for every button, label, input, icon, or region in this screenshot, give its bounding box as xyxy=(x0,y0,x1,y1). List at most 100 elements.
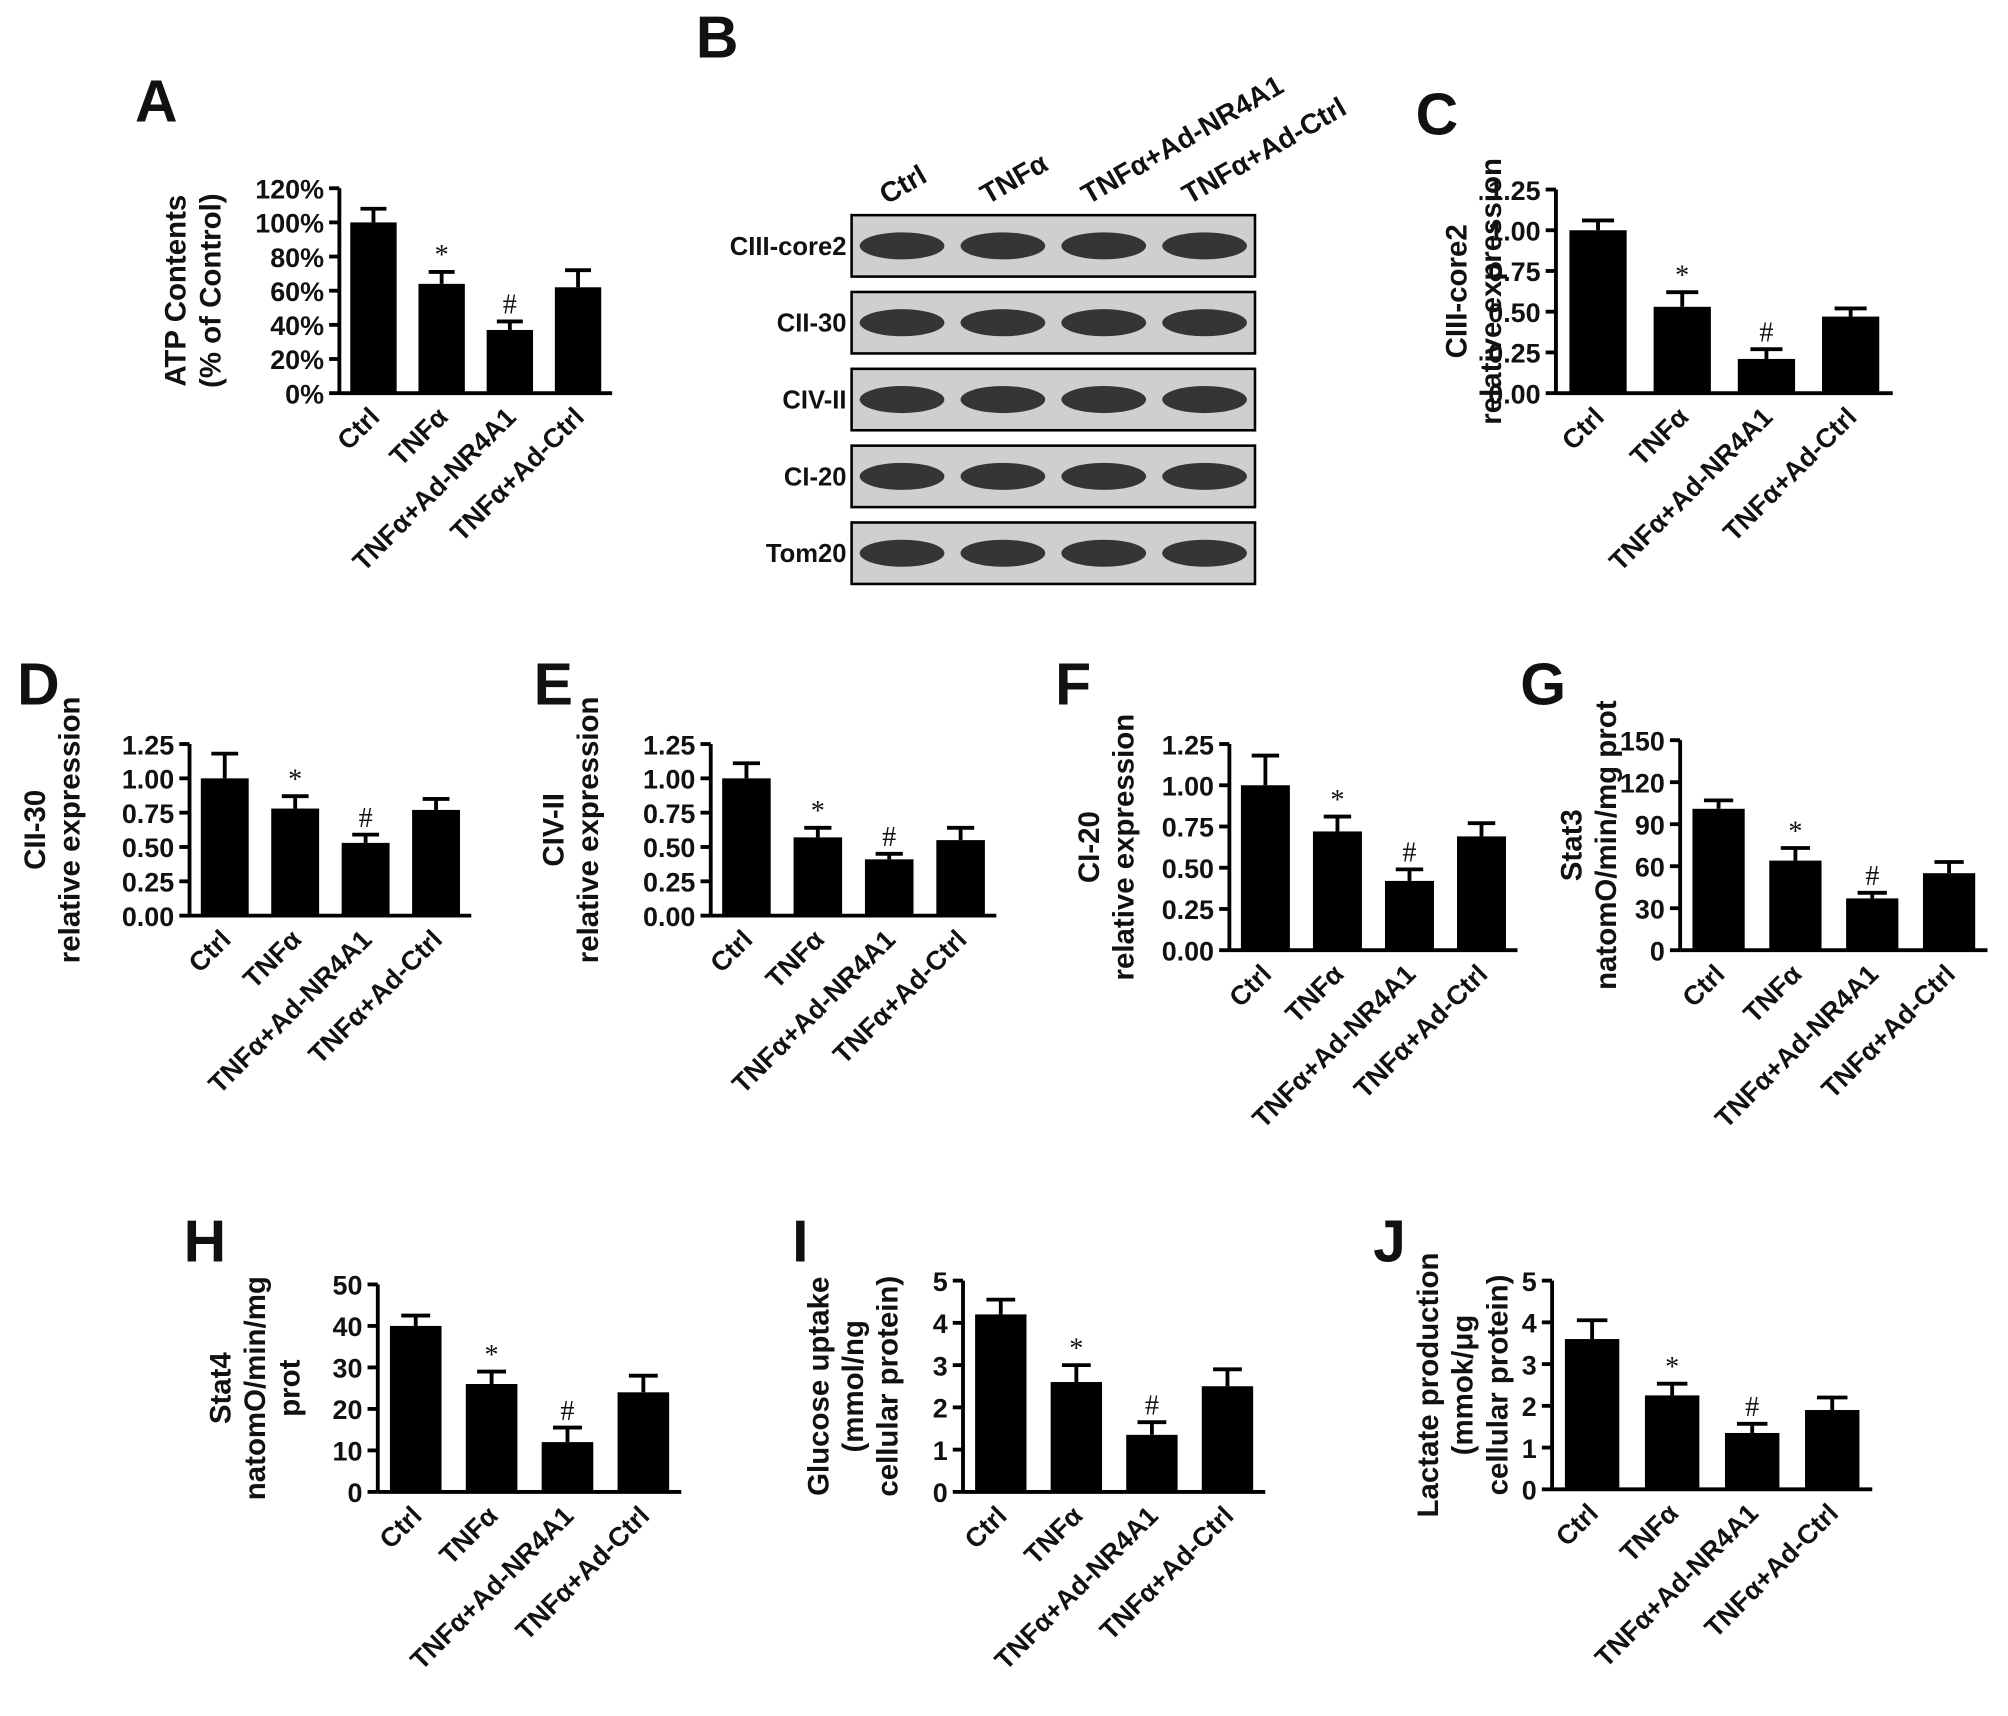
y-axis-title: natomO/min/mg xyxy=(239,1276,272,1500)
bar xyxy=(1846,898,1899,951)
blot-band xyxy=(1162,232,1247,260)
y-tick-label: 1.00 xyxy=(1488,216,1540,246)
y-tick-label: 100% xyxy=(255,209,324,239)
bar xyxy=(1312,831,1362,951)
x-tick-label: TNFα+Ad-Ctrl xyxy=(1816,959,1961,1104)
y-axis-title: CI-20 xyxy=(1073,811,1106,883)
blot-band xyxy=(1162,462,1247,490)
row-label: CII-30 xyxy=(777,310,847,338)
bar xyxy=(1922,873,1976,951)
blot-band xyxy=(859,462,945,490)
y-tick-label: 0.75 xyxy=(1488,257,1540,287)
blot-band xyxy=(859,309,945,337)
y-axis-title: (% of Control) xyxy=(194,193,227,388)
y-tick-label: 40 xyxy=(333,1312,363,1342)
blot-band xyxy=(1061,309,1147,337)
blot-band xyxy=(1162,539,1247,567)
significance-mark: # xyxy=(1145,1390,1159,1421)
bar xyxy=(1201,1386,1254,1492)
y-axis-title: cellular protein) xyxy=(872,1276,905,1497)
y-tick-label: 0.50 xyxy=(122,833,174,863)
x-tick-label: Ctrl xyxy=(704,924,758,978)
y-tick-label: 1.25 xyxy=(643,730,695,760)
y-tick-label: 0 xyxy=(347,1478,362,1508)
y-axis-title: Glucose uptake xyxy=(803,1277,836,1496)
y-axis-title: Stat4 xyxy=(205,1352,238,1425)
significance-mark: # xyxy=(560,1396,574,1427)
row-label: CIV-II xyxy=(782,387,846,415)
bar xyxy=(341,842,390,916)
bar xyxy=(554,287,602,394)
y-axis-title: CII-30 xyxy=(19,790,52,870)
y-tick-label: 120% xyxy=(255,174,324,204)
significance-mark: * xyxy=(1665,1352,1679,1383)
panel-letter: G xyxy=(1520,652,1566,717)
y-tick-label: 1.25 xyxy=(1488,176,1540,206)
bar xyxy=(617,1392,670,1492)
y-tick-label: 3 xyxy=(1522,1350,1537,1380)
y-tick-label: 0 xyxy=(933,1478,948,1508)
y-tick-label: 0 xyxy=(1522,1476,1537,1506)
y-tick-label: 1.00 xyxy=(122,765,174,795)
y-tick-label: 1 xyxy=(1522,1434,1537,1464)
y-tick-label: 2 xyxy=(933,1394,948,1424)
panel-letter: F xyxy=(1055,652,1091,717)
y-tick-label: 10 xyxy=(333,1437,363,1467)
significance-mark: * xyxy=(1330,785,1344,816)
significance-mark: # xyxy=(1745,1392,1759,1423)
y-axis-title: CIII-core2 xyxy=(1440,224,1473,358)
bar xyxy=(722,778,771,916)
blot-band xyxy=(1061,462,1147,490)
y-axis-title: prot xyxy=(274,1359,307,1416)
x-tick-label: Ctrl xyxy=(1550,1498,1604,1552)
y-tick-label: 4 xyxy=(1522,1309,1537,1339)
y-tick-label: 0.50 xyxy=(1162,854,1214,884)
blot-band xyxy=(859,539,945,567)
y-tick-label: 30 xyxy=(1635,894,1665,924)
panel-letter: D xyxy=(17,652,60,717)
bar xyxy=(1724,1432,1780,1490)
bar xyxy=(412,809,461,916)
bar xyxy=(1653,306,1711,394)
bar xyxy=(389,1325,442,1492)
y-tick-label: 1.00 xyxy=(643,765,695,795)
panel-letter: I xyxy=(792,1209,808,1274)
significance-mark: # xyxy=(503,290,517,321)
y-tick-label: 90 xyxy=(1635,810,1665,840)
y-tick-label: 5 xyxy=(1522,1267,1537,1297)
row-label: Tom20 xyxy=(766,540,847,568)
bar xyxy=(465,1384,518,1492)
lane-label: TNFα xyxy=(975,146,1054,210)
y-axis-title: relative expression xyxy=(1475,158,1508,425)
bar xyxy=(1822,316,1880,394)
y-tick-label: 0.50 xyxy=(643,833,695,863)
significance-mark: # xyxy=(1759,317,1773,348)
y-tick-label: 60% xyxy=(270,277,324,307)
y-tick-label: 20% xyxy=(270,345,324,375)
bar xyxy=(541,1442,594,1492)
x-tick-label: Ctrl xyxy=(1556,402,1610,456)
y-axis-title: relative expression xyxy=(1107,714,1140,981)
blot-band xyxy=(1061,232,1147,260)
y-tick-label: 80% xyxy=(270,243,324,273)
panel-letter: A xyxy=(135,70,178,135)
bar xyxy=(1126,1434,1178,1492)
bar xyxy=(486,329,534,394)
y-tick-label: 30 xyxy=(333,1354,363,1384)
x-tick-label: TNFα xyxy=(1624,401,1694,471)
y-tick-label: 50 xyxy=(333,1271,363,1301)
bar xyxy=(1644,1395,1700,1490)
bar xyxy=(1692,808,1745,951)
y-tick-label: 0.75 xyxy=(122,799,174,829)
bar xyxy=(200,778,249,916)
bar xyxy=(418,283,465,394)
bar xyxy=(864,859,914,916)
y-tick-label: 0% xyxy=(285,379,324,409)
y-tick-label: 1.25 xyxy=(1162,730,1214,760)
y-axis-title: ATP Contents xyxy=(160,195,193,387)
x-tick-label: TNFα xyxy=(1614,1498,1684,1568)
x-tick-label: TNFα xyxy=(1737,959,1807,1029)
y-tick-label: 3 xyxy=(933,1351,948,1381)
x-tick-label: Ctrl xyxy=(959,1501,1013,1555)
bar xyxy=(350,222,397,394)
